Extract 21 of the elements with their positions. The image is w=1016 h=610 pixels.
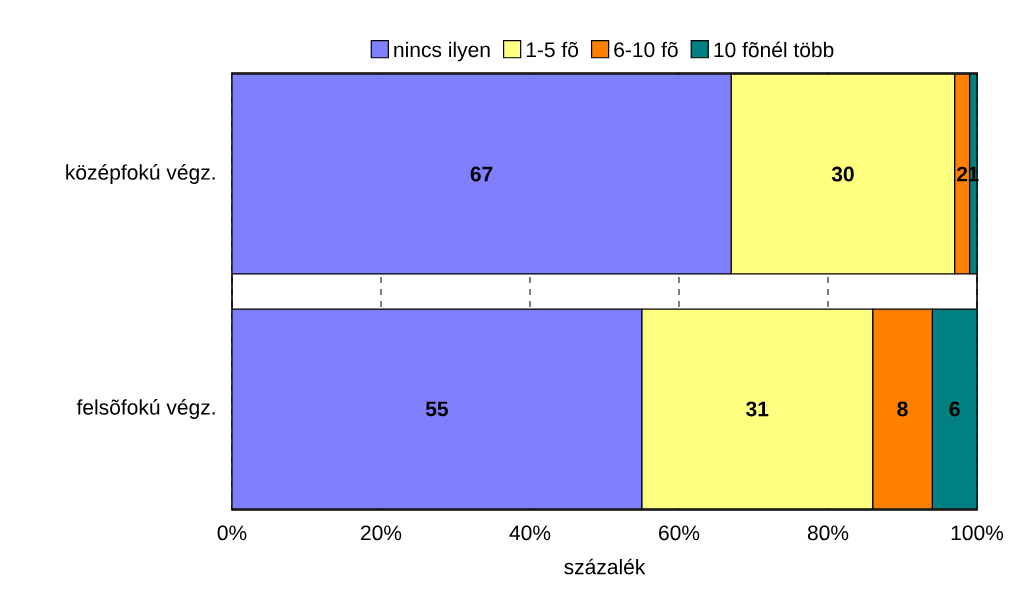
- data-label: 2: [957, 166, 968, 182]
- x-tick-label: 40%: [509, 525, 551, 541]
- x-tick-label: 20%: [361, 525, 402, 541]
- legend-label: 6-10 fõ: [614, 41, 678, 58]
- data-label: 67: [470, 166, 493, 182]
- x-tick-label: 0%: [217, 525, 247, 541]
- legend-label: 10 fõnél több: [714, 41, 834, 58]
- x-tick-label: 100%: [951, 525, 1004, 541]
- x-tick-label: 60%: [659, 525, 700, 541]
- x-axis-title: százalék: [564, 558, 646, 575]
- data-label: 31: [746, 401, 769, 417]
- data-label: 30: [831, 166, 854, 182]
- legend-label: 1-5 fõ: [526, 41, 579, 58]
- y-tick-label: felsõfokú végz.: [76, 399, 215, 419]
- y-tick-label: középfokú végz.: [66, 164, 215, 184]
- bar: [872, 308, 933, 510]
- data-label: 8: [897, 401, 908, 417]
- x-tick-label: 80%: [807, 525, 849, 541]
- legend-label: nincs ilyen: [394, 41, 490, 62]
- data-label: 55: [425, 401, 448, 417]
- data-label: 6: [949, 401, 960, 417]
